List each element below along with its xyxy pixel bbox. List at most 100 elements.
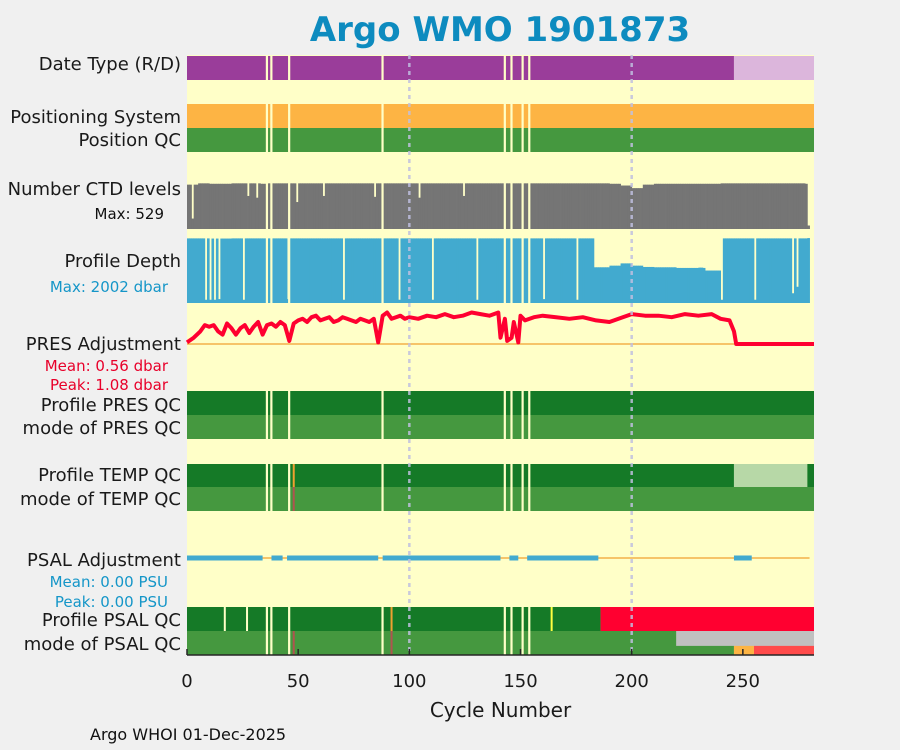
ctd-levels-bar [687, 183, 690, 229]
missing-cycle-gap [270, 464, 273, 511]
gridlines [265, 55, 633, 655]
profile-depth-bar [691, 267, 695, 303]
ctd-levels-bar [231, 183, 235, 229]
profile-depth-bar [247, 238, 250, 303]
profile-depth-bar [651, 266, 655, 303]
profile-depth-bar [204, 299, 208, 303]
ctd-levels-bar [458, 183, 461, 229]
ctd-levels-bar [713, 183, 717, 229]
profile-depth-bar [349, 238, 352, 303]
profile-depth-bar [456, 238, 459, 303]
profile-depth-bar [625, 263, 628, 303]
ctd-levels-bar [229, 183, 232, 229]
profile-depth-bar [249, 238, 252, 303]
ctd-levels-bar [733, 183, 737, 229]
ctd-levels-bar [620, 185, 624, 229]
profile-depth-bar [340, 238, 344, 303]
profile-depth-bar [562, 238, 566, 303]
ctd-levels-bar [633, 188, 637, 229]
ctd-levels-bar [307, 183, 310, 229]
ctd-levels-bar [796, 183, 799, 229]
ctd-levels-bar [202, 183, 206, 229]
profile-depth-bar [778, 238, 782, 303]
profile-depth-bar [742, 238, 746, 303]
ctd-levels-bar [280, 183, 284, 229]
profile-depth-bar [660, 267, 664, 303]
profile-depth-bar [713, 270, 717, 303]
profile-depth-bar [576, 299, 579, 303]
ctd-levels-bar [411, 183, 415, 229]
ctd-levels-bar [662, 183, 666, 229]
ctd-levels-bar [387, 183, 390, 229]
profile-depth-bar [633, 265, 637, 303]
profile-depth-bar [689, 267, 693, 303]
missing-cycle-gap [381, 391, 384, 439]
profile-depth-bar [658, 267, 661, 303]
ctd-levels-bar [789, 183, 793, 229]
profile-depth-bar [571, 238, 575, 303]
profile-depth-bar [618, 265, 621, 303]
profile-depth-bar [411, 238, 415, 303]
ctd-levels-bar [631, 188, 635, 229]
ctd-levels-bar [311, 183, 315, 229]
profile-depth-bar [680, 267, 684, 303]
profile-depth-bar [322, 238, 326, 303]
profile-depth-bar [318, 238, 321, 303]
profile-depth-bar [393, 238, 397, 303]
ctd-levels-bar [798, 183, 802, 229]
ctd-levels-bar [304, 183, 308, 229]
footer-text: Argo WHOI 01-Dec-2025 [90, 725, 287, 744]
profile-depth-bar [564, 238, 568, 303]
profile-depth-bar [518, 238, 521, 303]
ctd-levels-bar [335, 183, 339, 229]
profile-depth-bar [409, 238, 412, 303]
profile-temp-qc-marker [292, 464, 295, 487]
ctd-levels-bar [389, 183, 392, 229]
profile-depth-bar [464, 238, 468, 303]
ctd-levels-bar [373, 196, 377, 229]
ctd-levels-bar [567, 183, 570, 229]
ctd-levels-bar [785, 183, 788, 229]
profile-depth-bar [300, 238, 304, 303]
missing-cycle-gap [503, 183, 506, 303]
profile-depth-bar [589, 238, 593, 303]
profile-depth-bar [800, 238, 804, 303]
mode-temp-qc-marker [292, 487, 295, 511]
profile-depth-bar [229, 238, 232, 303]
ctd-levels-bar [360, 183, 364, 229]
ctd-levels-bar [767, 183, 770, 229]
ctd-levels-bar [636, 188, 639, 229]
ctd-levels-bar [195, 184, 199, 229]
mode-temp-qc-segment [187, 487, 814, 511]
profile-depth-bar [718, 270, 722, 303]
ctd-levels-bar [698, 183, 702, 229]
ctd-levels-bar [444, 183, 448, 229]
ctd-levels-bar [400, 183, 404, 229]
ctd-levels-bar [716, 183, 719, 229]
profile-depth-bar [709, 270, 713, 303]
ctd-levels-bar [622, 185, 626, 229]
profile-depth-bar [773, 238, 777, 303]
ctd-levels-bar [773, 183, 777, 229]
ctd-levels-bar [271, 183, 275, 229]
ctd-levels-bar [407, 183, 410, 229]
profile-depth-bar [398, 299, 401, 303]
missing-cycle-gap [503, 464, 506, 511]
ctd-levels-bar [705, 183, 708, 229]
profile-depth-bar [418, 238, 421, 303]
profile-depth-bar [202, 238, 206, 303]
plot-area [187, 55, 814, 655]
profile-depth-bar [442, 238, 446, 303]
plot-background [187, 55, 814, 655]
profile-depth-bar [478, 238, 481, 303]
ctd-levels-bar [424, 183, 428, 229]
profile-depth-bar [524, 238, 528, 303]
profile-depth-bar [193, 238, 197, 303]
profile-depth-bar [280, 238, 284, 303]
x-tick-label: 250 [726, 671, 760, 692]
profile-depth-bar [195, 238, 199, 303]
profile-depth-bar [304, 238, 308, 303]
ctd-levels-bar [480, 183, 484, 229]
ctd-levels-bar [218, 183, 221, 229]
profile-depth-bar [360, 238, 364, 303]
